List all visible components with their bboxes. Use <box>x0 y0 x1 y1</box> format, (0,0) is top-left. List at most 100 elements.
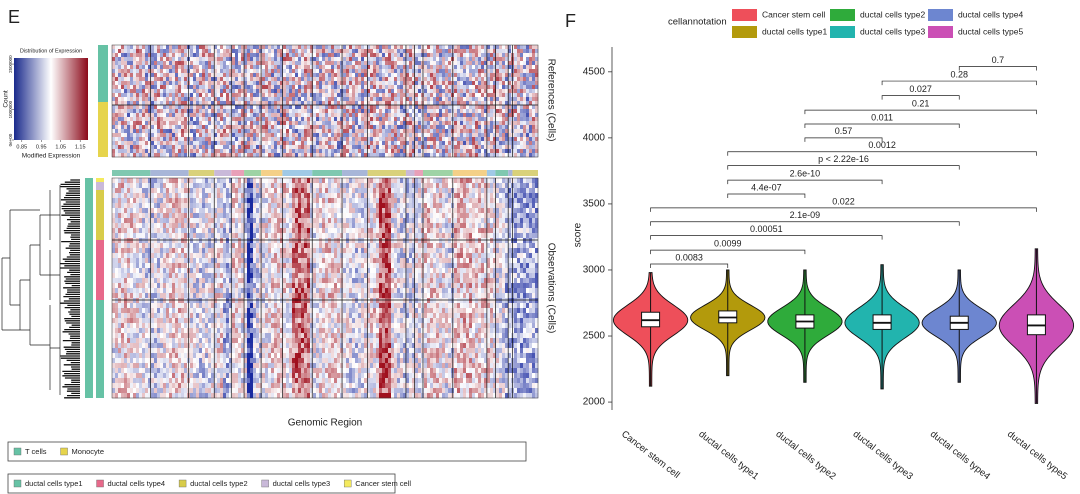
heatmap-cell <box>403 117 407 122</box>
heatmap-cell <box>142 53 146 58</box>
heatmap-cell <box>262 117 266 122</box>
heatmap-cell <box>535 81 539 86</box>
heatmap-cell <box>163 293 167 299</box>
heatmap-cell <box>526 153 530 158</box>
heatmap-cell <box>136 109 140 114</box>
heatmap-cell <box>151 121 155 126</box>
heatmap-cell <box>115 61 119 66</box>
heatmap-cell <box>412 153 416 158</box>
heatmap-cell <box>367 65 371 70</box>
heatmap-cell <box>172 313 176 319</box>
heatmap-cell <box>139 129 143 134</box>
heatmap-cell <box>520 65 524 70</box>
heatmap-cell <box>316 129 320 134</box>
heatmap-cell <box>439 101 443 106</box>
heatmap-cell <box>394 57 398 62</box>
heatmap-cell <box>151 153 155 158</box>
heatmap-cell <box>130 77 134 82</box>
heatmap-cell <box>208 57 212 62</box>
heatmap-cell <box>292 117 296 122</box>
heatmap-cell <box>373 61 377 66</box>
heatmap-cell <box>493 45 497 50</box>
heatmap-cell <box>133 45 137 50</box>
heatmap-cell <box>445 149 449 154</box>
heatmap-cell <box>304 57 308 62</box>
heatmap-cell <box>241 121 245 126</box>
heatmap-cell <box>226 53 230 58</box>
heatmap-cell <box>277 77 281 82</box>
heatmap-cell <box>238 129 242 134</box>
heatmap-cell <box>130 49 134 54</box>
heatmap-cell <box>244 145 248 150</box>
heatmap-cell <box>127 298 131 304</box>
heatmap-cell <box>166 333 170 339</box>
heatmap-cell <box>250 85 254 90</box>
heatmap-cell <box>205 97 209 102</box>
heatmap-cell <box>145 203 149 209</box>
heatmap-cell <box>244 69 248 74</box>
heatmap-cell <box>445 141 449 146</box>
heatmap-cell <box>319 73 323 78</box>
heatmap-cell <box>394 137 398 142</box>
heatmap-cell <box>391 105 395 110</box>
heatmap-cell <box>169 268 173 274</box>
heatmap-cell <box>160 268 164 274</box>
heatmap-cell <box>169 328 173 334</box>
heatmap-cell <box>193 149 197 154</box>
heatmap-cell <box>355 101 359 106</box>
heatmap-cell <box>349 49 353 54</box>
heatmap-cell <box>166 363 170 369</box>
heatmap-cell <box>142 65 146 70</box>
heatmap-cell <box>316 73 320 78</box>
heatmap-cell <box>382 93 386 98</box>
heatmap-cell <box>133 89 137 94</box>
heatmap-cell <box>163 113 167 118</box>
heatmap-cell <box>241 133 245 138</box>
heatmap-cell <box>211 125 215 130</box>
heatmap-cell <box>403 97 407 102</box>
heatmap-cell <box>136 213 140 219</box>
heatmap-cell <box>334 57 338 62</box>
heatmap-cell <box>178 141 182 146</box>
heatmap-cell <box>244 117 248 122</box>
heatmap-cell <box>163 378 167 384</box>
heatmap-cell <box>127 73 131 78</box>
heatmap-cell <box>265 61 269 66</box>
heatmap-cell <box>394 53 398 58</box>
heatmap-cell <box>121 348 125 354</box>
heatmap-cell <box>310 141 314 146</box>
heatmap-cell <box>364 101 368 106</box>
heatmap-cell <box>478 105 482 110</box>
heatmap-cell <box>250 153 254 158</box>
heatmap-cell <box>127 378 131 384</box>
heatmap-cell <box>223 77 227 82</box>
heatmap-cell <box>172 73 176 78</box>
heatmap-cell <box>118 133 122 138</box>
heatmap-cell <box>454 153 458 158</box>
heatmap-cell <box>409 69 413 74</box>
heatmap-cell <box>145 273 149 279</box>
heatmap-cell <box>148 89 152 94</box>
heatmap-cell <box>271 129 275 134</box>
heatmap-cell <box>460 45 464 50</box>
heatmap-cell <box>430 109 434 114</box>
heatmap-cell <box>148 258 152 264</box>
heatmap-cell <box>457 153 461 158</box>
heatmap-cell <box>121 117 125 122</box>
heatmap-cell <box>466 65 470 70</box>
heatmap-cell <box>334 101 338 106</box>
heatmap-cell <box>142 328 146 334</box>
heatmap-cell <box>502 45 506 50</box>
heatmap-cell <box>379 133 383 138</box>
heatmap-cell <box>148 137 152 142</box>
heatmap-cell <box>469 45 473 50</box>
heatmap-cell <box>139 113 143 118</box>
heatmap-cell <box>286 145 290 150</box>
heatmap-cell <box>280 57 284 62</box>
heatmap-cell <box>334 73 338 78</box>
heatmap-cell <box>196 69 200 74</box>
heatmap-cell <box>139 273 143 279</box>
heatmap-cell <box>151 368 155 374</box>
heatmap-cell <box>394 117 398 122</box>
heatmap-cell <box>352 117 356 122</box>
